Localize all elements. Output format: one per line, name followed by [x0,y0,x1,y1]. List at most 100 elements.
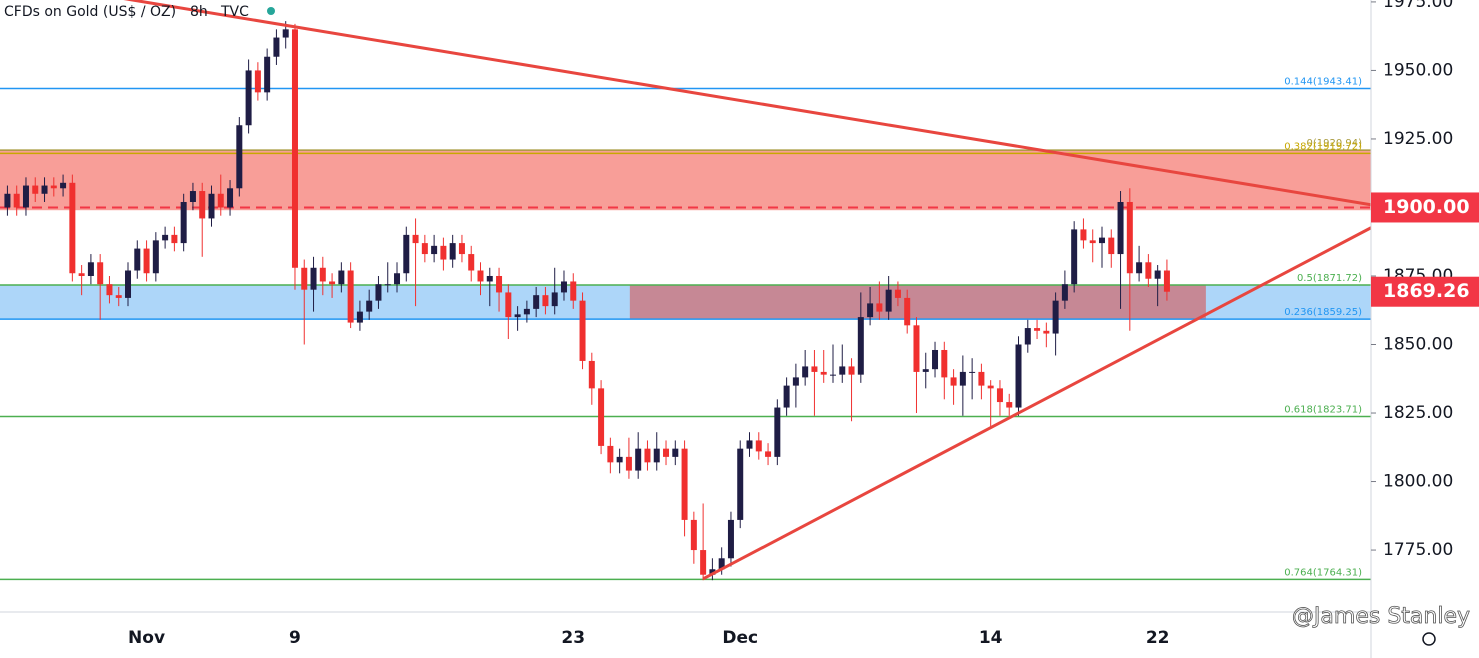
candle-body [922,369,929,372]
candle-body [199,191,206,219]
candle-body [180,201,187,244]
candle-body [737,448,744,520]
candle-body [996,388,1003,403]
candle-body [560,281,567,293]
candle-body [1006,402,1013,408]
candle-body [551,292,558,307]
candle-body [792,377,799,386]
candle-body [227,188,234,208]
candle-body [13,193,20,208]
candle-body [1015,344,1022,408]
candle-body [885,289,892,312]
candle-body [941,349,948,378]
status-dot [267,7,275,15]
candle-body [394,273,401,285]
candle-body [811,366,818,372]
fib-label: 0.764(1764.31) [1284,567,1362,578]
candle-body [375,284,382,301]
candle-body [876,303,883,312]
candle-body [1061,284,1068,301]
candle-body [681,448,688,520]
candle-body [1117,201,1124,255]
fib-label: 0.236(1859.25) [1284,307,1362,318]
price-label-box [1371,276,1479,307]
candle-body [403,234,410,274]
candle-body [458,243,465,255]
candle-body [4,193,11,208]
trendline [123,0,1371,207]
candle-body [820,371,827,375]
trendline [702,226,1371,581]
candle-body [217,193,224,208]
candle-body [440,245,447,260]
candle-body [32,185,39,194]
y-tick-label: 1775.00 [1383,540,1453,560]
candle-body [1108,237,1115,255]
candle-body [291,29,298,268]
candle-body [384,284,391,286]
candle-body [570,281,577,301]
candle-body [87,262,94,276]
candle-body [1024,328,1031,345]
price-label-box [1371,192,1479,223]
candle-body [319,267,326,282]
candle-body [663,448,670,457]
candle-body [245,70,252,126]
candle-body [598,388,605,446]
candle-body [950,377,957,386]
candle-body [301,267,308,290]
candle-body [134,248,141,271]
fib-label: 0.618(1823.71) [1284,405,1362,416]
candle-body [496,275,503,293]
candle-body [69,182,76,274]
y-tick-label: 1925.00 [1383,129,1453,149]
candle-body [189,191,196,202]
x-tick-label: Nov [128,628,165,648]
candle-body [616,456,623,463]
candle-body [894,289,901,298]
candle-body [468,254,475,271]
price-label: 1900.00 [1383,196,1470,218]
candle-body [366,300,373,312]
candle-body [978,371,985,386]
candle-body [264,56,271,93]
x-tick-label: 22 [1146,628,1170,648]
candle-body [162,234,169,241]
candle-body [236,125,243,189]
zone [629,284,1206,320]
y-tick-label: 1800.00 [1383,472,1453,492]
candle-body [171,234,178,244]
candle-body [60,182,67,189]
fib-label: 0.382(1919.72) [1284,141,1362,152]
candle-body [635,448,642,471]
candle-body [857,317,864,375]
y-tick-label: 1950.00 [1383,60,1453,80]
candle-body [839,366,846,375]
candle-body [1089,240,1096,244]
candle-body [273,37,280,57]
candle-body [329,281,336,285]
candle-body [783,385,790,408]
candle-body [653,448,660,463]
candle-body [1126,201,1133,274]
candle-body [421,243,428,255]
interval: 8h [190,4,208,20]
candle-body [505,292,512,318]
candle-body [514,314,521,318]
candle-body [50,185,57,189]
candle-body [579,300,586,361]
source: TVC [220,4,249,20]
settings-icon[interactable] [1422,632,1436,646]
candle-body [932,349,939,370]
candle-body [1154,270,1161,279]
candle-body [97,262,104,285]
candle-body [1080,229,1087,241]
watermark: @James Stanley [1292,604,1470,629]
candle-body [672,448,679,457]
zone [0,150,1371,211]
candle-body [848,366,855,375]
y-tick-label: 1850.00 [1383,335,1453,355]
plot-area [0,0,1371,581]
candle-body [904,297,911,326]
y-tick-label: 1975.00 [1383,0,1453,12]
